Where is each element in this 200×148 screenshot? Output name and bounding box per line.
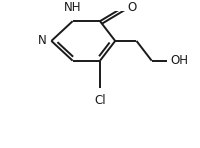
Text: NH: NH [64, 1, 81, 14]
Text: O: O [127, 1, 137, 14]
Text: Cl: Cl [94, 94, 106, 107]
Text: N: N [38, 34, 47, 47]
Text: OH: OH [171, 54, 189, 67]
